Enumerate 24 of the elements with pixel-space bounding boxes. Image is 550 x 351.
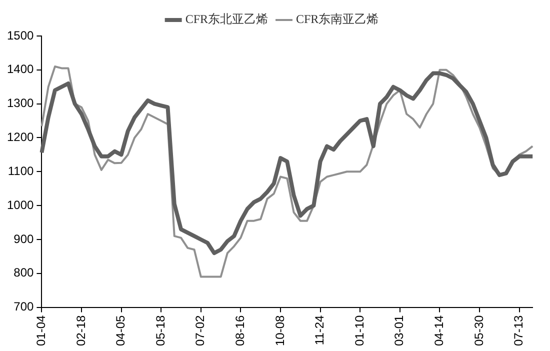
y-tick-label: 1500 [6, 28, 34, 42]
x-tick-label: 05-30 [472, 314, 486, 346]
x-tick-label: 04-14 [432, 314, 446, 346]
x-tick-label: 11-24 [312, 314, 327, 346]
x-tick-label: 05-18 [153, 314, 168, 346]
x-tick-label: 01-10 [352, 314, 366, 346]
x-tick-label: 01-04 [34, 314, 48, 346]
y-tick-label: 1100 [8, 164, 34, 178]
legend-label: CFR东南亚乙烯 [296, 12, 379, 26]
x-tick-label: 07-02 [193, 314, 208, 346]
x-tick-label: 08-16 [233, 314, 248, 346]
y-tick-label: 1000 [6, 198, 34, 212]
y-tick-label: 900 [14, 232, 34, 246]
x-tick-label: 02-18 [74, 314, 88, 346]
y-tick-label: 1400 [6, 62, 34, 76]
legend-label: CFR东北亚乙烯 [185, 12, 268, 26]
y-tick-label: 700 [14, 300, 34, 314]
y-tick-label: 1200 [6, 130, 34, 144]
x-tick-label: 07-13 [512, 314, 526, 346]
x-tick-label: 04-05 [114, 314, 128, 346]
x-tick-label: 03-01 [392, 314, 406, 346]
y-tick-label: 800 [14, 266, 34, 280]
x-tick-label: 10-08 [272, 314, 287, 346]
y-tick-label: 1300 [6, 96, 34, 110]
